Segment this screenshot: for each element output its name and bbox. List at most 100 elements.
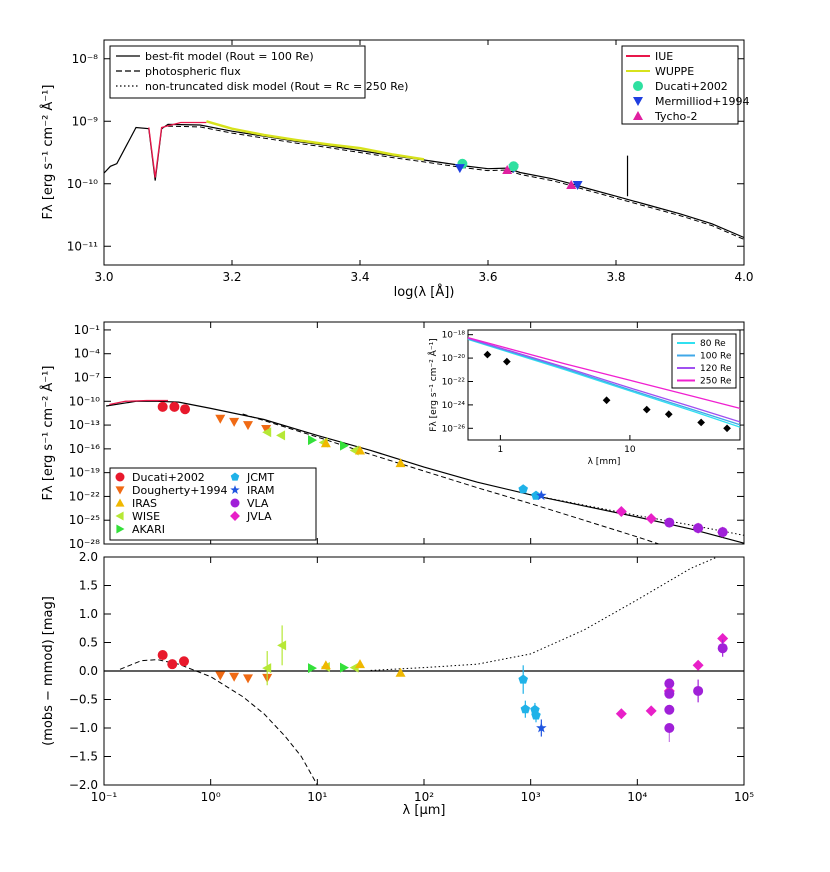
- data-point: [645, 513, 657, 525]
- data-point: [262, 427, 272, 438]
- data-point: [180, 404, 191, 415]
- data-point: [664, 704, 675, 715]
- data-point: [229, 672, 240, 682]
- data-point: [693, 523, 704, 534]
- y-tick-label: 10⁻²⁸: [69, 537, 100, 551]
- legend-entry-label: Mermilliod+1994: [655, 95, 749, 108]
- data-point: [320, 660, 331, 670]
- y-tick-label: −1.0: [69, 721, 98, 735]
- x-tick-label: 10²: [414, 790, 434, 804]
- y-tick-label: 10⁻⁴: [74, 347, 101, 361]
- non-truncated-residual-curve: [370, 556, 718, 671]
- legend-entry-label: WUPPE: [655, 65, 694, 78]
- y-tick-label: 10⁻¹⁸: [442, 331, 466, 341]
- data-point: [320, 438, 331, 448]
- y-tick-label: −2.0: [69, 778, 98, 792]
- bottom-panel: −2.0 −1.5 −1.0 −0.5 0.0 0.5 1.0 1.5 2.0 10⁻¹ 10⁰ 10…: [41, 550, 754, 818]
- wuppe-spectrum-line: [206, 120, 425, 161]
- data-point: [518, 674, 528, 684]
- y-tick-label: 10⁻²⁴: [442, 401, 466, 411]
- data-point: [308, 435, 317, 446]
- data-point: [664, 688, 675, 699]
- non-truncated-disk-line: [530, 494, 745, 536]
- inset-legend-box: [671, 333, 737, 389]
- legend-entry-label: JCMT: [246, 471, 274, 484]
- legend-marker-swatch: [633, 111, 643, 120]
- y-tick-label: 10⁻¹⁰: [69, 394, 100, 408]
- data-point: [520, 704, 531, 714]
- y-tick-label: 10⁻¹: [74, 323, 101, 337]
- legend-entry-label: IRAM: [247, 484, 274, 497]
- data-point: [483, 350, 492, 359]
- model-line: [467, 338, 741, 428]
- legend-entry-label: JVLA: [246, 510, 272, 523]
- data-point: [157, 650, 168, 661]
- x-tick-label: 10¹: [307, 790, 327, 804]
- data-point: [215, 671, 226, 681]
- legend-marker-swatch: [230, 498, 240, 508]
- x-axis-label: λ [mm]: [588, 457, 621, 467]
- y-tick-label: 0.0: [79, 664, 98, 678]
- y-tick-label: 10⁻²⁰: [442, 354, 466, 364]
- y-tick-label: 10⁻¹⁰: [67, 177, 98, 191]
- legend-marker-swatch: [115, 498, 125, 507]
- legend-box: [109, 467, 317, 541]
- legend-marker-swatch: [116, 524, 125, 534]
- legend-entry-label: 120 Re: [700, 364, 732, 374]
- data-point: [215, 414, 226, 424]
- legend-left-box: [109, 45, 366, 99]
- y-tick-label: 10⁻²²: [69, 489, 100, 503]
- data-point: [536, 722, 547, 733]
- data-point: [615, 505, 627, 517]
- model-line: [467, 338, 741, 426]
- data-point: [243, 421, 253, 431]
- top-panel: 3.0 3.2 3.4 3.6 3.8 4.0 10⁻¹¹ 10⁻¹⁰ 10⁻⁹ 10⁻⁸ log(…: [40, 40, 754, 300]
- data-point: [454, 164, 465, 174]
- data-point: [395, 667, 406, 677]
- data-point: [503, 357, 511, 366]
- model-line: [467, 336, 741, 410]
- data-point: [179, 656, 189, 667]
- legend-entry-label: 80 Re: [700, 339, 726, 349]
- legend-entry-label: Dougherty+1994: [132, 484, 227, 497]
- data-point: [664, 723, 675, 733]
- data-point: [531, 710, 541, 720]
- legend-entry-label: IRAS: [132, 497, 157, 510]
- data-point: [645, 705, 657, 717]
- data-point: [602, 396, 611, 405]
- data-point: [229, 417, 240, 427]
- legend-entry-label: Tycho-2: [654, 110, 697, 123]
- iue-spectrum-line: [148, 121, 207, 178]
- middle-panel: 10⁻²⁸ 10⁻²⁵ 10⁻²² 10⁻¹⁹ 10⁻¹⁶ 10⁻¹³ 10⁻¹⁰ 10⁻⁷ 1…: [40, 322, 745, 551]
- y-tick-label: 10⁻¹⁶: [69, 442, 100, 456]
- data-point: [508, 161, 519, 172]
- y-tick-label: 10⁻⁷: [74, 371, 101, 385]
- legend-entry-label: photospheric flux: [145, 65, 241, 78]
- legend-entry-label: Ducati+2002: [655, 80, 728, 93]
- y-tick-label: 10⁻²⁶: [442, 424, 466, 434]
- legend-marker-swatch: [633, 97, 643, 106]
- y-tick-label: −1.5: [69, 750, 98, 764]
- iue-spectrum-line: [109, 399, 168, 406]
- x-tick-label: 10: [624, 445, 636, 455]
- data-point: [664, 517, 675, 528]
- legend-entry-label: best-fit model (Rout = 100 Re): [145, 50, 314, 63]
- data-point: [169, 401, 180, 412]
- x-tick-label: 10⁻¹: [91, 790, 118, 804]
- data-point: [261, 425, 272, 435]
- data-point: [697, 418, 705, 427]
- data-point: [502, 165, 513, 174]
- x-axis-label: log(λ [Å]): [394, 284, 455, 300]
- legend-entry-label: 250 Re: [700, 377, 732, 387]
- top-panel-frame: [103, 39, 745, 266]
- y-axis-label: Fλ [erg s⁻¹ cm⁻² Å⁻¹]: [427, 338, 439, 431]
- inset-panel: 1 10 10⁻²⁶ 10⁻²⁴ 10⁻²² 10⁻²⁰ 10⁻¹⁸ λ [mm] Fλ [er…: [427, 329, 741, 467]
- x-tick-label: 1: [498, 445, 504, 455]
- y-tick-label: 10⁻¹¹: [67, 239, 98, 253]
- data-point: [536, 490, 547, 501]
- y-tick-label: 10⁻⁹: [72, 114, 99, 128]
- legend-marker-swatch: [115, 472, 125, 482]
- data-point: [262, 663, 272, 674]
- y-tick-label: 1.0: [79, 607, 98, 621]
